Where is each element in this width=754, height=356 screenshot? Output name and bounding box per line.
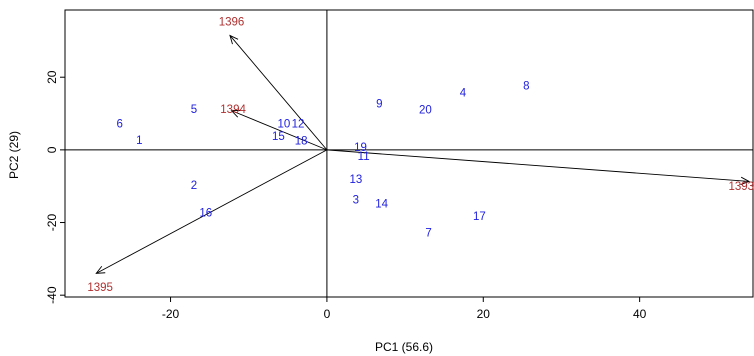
observation-point-label: 12 bbox=[292, 118, 305, 130]
arrow-head bbox=[229, 34, 239, 45]
y-axis-title: PC2 (29) bbox=[7, 131, 21, 179]
observation-point-label: 15 bbox=[272, 131, 285, 143]
observation-point-label: 3 bbox=[353, 195, 359, 207]
arrow-head bbox=[230, 109, 241, 118]
loading-arrow bbox=[326, 149, 750, 182]
x-tick-label: 20 bbox=[477, 307, 491, 321]
y-tick-label: -40 bbox=[45, 286, 59, 304]
x-axis-title: PC1 (56.6) bbox=[375, 340, 433, 354]
observation-point-label: 17 bbox=[473, 211, 486, 223]
observation-point-label: 14 bbox=[375, 198, 388, 210]
observation-point-label: 5 bbox=[191, 104, 197, 116]
y-axis: -40 -20 0 20 bbox=[45, 70, 65, 304]
observation-point-label: 9 bbox=[376, 98, 382, 110]
observation-point-label: 11 bbox=[358, 151, 370, 163]
loading-arrow bbox=[229, 35, 328, 151]
arrow-head bbox=[95, 265, 106, 274]
x-tick-label: -20 bbox=[162, 307, 180, 321]
observation-point-label: 19 bbox=[354, 142, 367, 154]
observation-point-label: 6 bbox=[117, 118, 123, 130]
observation-point-label: 13 bbox=[349, 174, 362, 186]
observation-point-label: 20 bbox=[419, 105, 432, 117]
observation-point-label: 1 bbox=[136, 135, 142, 147]
y-tick-label: -20 bbox=[45, 214, 59, 232]
variable-label: 1393 bbox=[728, 181, 754, 193]
x-tick-label: 0 bbox=[324, 307, 331, 321]
loading-arrow bbox=[231, 110, 328, 151]
reference-lines bbox=[65, 10, 753, 297]
x-axis: -20 0 20 40 bbox=[162, 297, 647, 321]
observation-point-label: 4 bbox=[460, 88, 467, 100]
variable-label: 1395 bbox=[87, 282, 113, 294]
observation-point-label: 18 bbox=[295, 136, 308, 148]
y-tick-label: 0 bbox=[45, 146, 59, 153]
x-tick-label: 40 bbox=[633, 307, 647, 321]
plot-frame bbox=[64, 9, 754, 298]
arrow-head bbox=[740, 176, 751, 185]
observation-point-label: 2 bbox=[191, 180, 197, 192]
variable-label: 1396 bbox=[219, 17, 245, 29]
observation-point-label: 10 bbox=[278, 118, 291, 130]
y-tick-label: 20 bbox=[45, 70, 59, 84]
observation-point-label: 8 bbox=[523, 80, 529, 92]
variable-label: 1394 bbox=[220, 104, 246, 116]
loading-arrow bbox=[96, 149, 328, 274]
observation-point-label: 7 bbox=[425, 227, 431, 239]
loading-arrows bbox=[95, 34, 751, 274]
observation-point-label: 16 bbox=[199, 207, 212, 219]
